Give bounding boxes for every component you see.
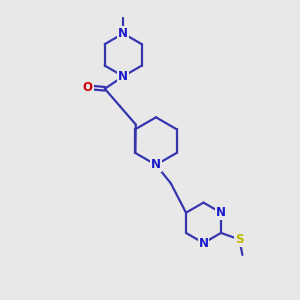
- Text: O: O: [82, 81, 93, 94]
- Text: S: S: [235, 233, 244, 246]
- Text: N: N: [118, 27, 128, 40]
- Text: N: N: [151, 158, 161, 171]
- Text: N: N: [216, 206, 226, 219]
- Text: N: N: [118, 70, 128, 83]
- Text: N: N: [199, 236, 208, 250]
